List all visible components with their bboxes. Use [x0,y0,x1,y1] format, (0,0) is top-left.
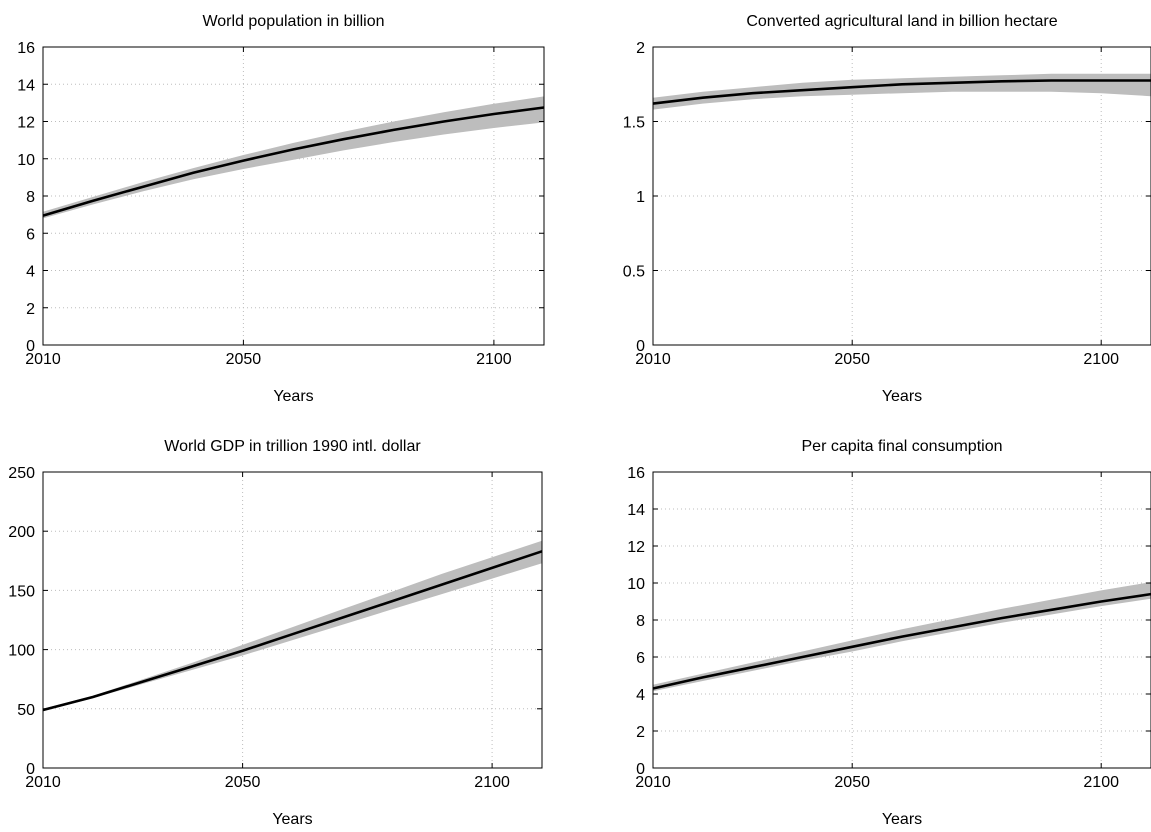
y-tick-label: 0.5 [623,264,645,281]
x-tick-label: 2010 [25,351,61,368]
y-tick-label: 2 [26,301,35,318]
median-line [652,592,1151,690]
uncertainty-band [43,96,544,219]
y-tick-label: 50 [17,702,35,719]
chart-title: World population in billion [202,13,384,30]
panel-land: Converted agricultural land in billion h… [623,13,1151,405]
y-tick-label: 16 [627,465,645,482]
y-tick-label: 14 [17,77,35,94]
x-tick-label: 2100 [476,351,512,368]
y-tick-label: 150 [8,583,35,600]
median-line [42,550,543,712]
y-tick-label: 0 [26,761,35,778]
chart-title: World GDP in trillion 1990 intl. dollar [164,438,421,455]
y-tick-label: 12 [17,115,35,132]
x-axis-label: Years [882,811,922,828]
y-tick-label: 2 [636,724,645,741]
y-tick-label: 250 [8,465,35,482]
y-tick-label: 8 [636,613,645,630]
y-tick-label: 10 [627,576,645,593]
median-line [42,106,545,217]
median-line [652,79,1151,105]
y-tick-label: 2 [636,40,645,57]
x-tick-label: 2050 [225,774,261,791]
y-tick-label: 100 [8,643,35,660]
x-tick-label: 2010 [635,351,671,368]
y-tick-label: 0 [636,761,645,778]
y-tick-label: 10 [17,152,35,169]
x-tick-label: 2050 [226,351,262,368]
x-axis-label: Years [882,388,922,405]
x-tick-label: 2010 [25,774,61,791]
x-tick-label: 2010 [635,774,671,791]
x-tick-label: 2050 [834,351,870,368]
y-tick-label: 12 [627,539,645,556]
y-tick-label: 14 [627,502,645,519]
y-tick-label: 1.5 [623,115,645,132]
y-tick-label: 4 [636,687,645,704]
y-tick-label: 0 [26,338,35,355]
panel-gdp: World GDP in trillion 1990 intl. dollar 0… [8,438,543,828]
panel-consumption: Per capita final consumption 0 2 4 6 8 10 12 14 1… [627,438,1151,828]
x-tick-label: 2050 [834,774,870,791]
y-tick-label: 8 [26,189,35,206]
x-tick-label: 2100 [1083,774,1119,791]
y-tick-label: 16 [17,40,35,57]
chart-title: Per capita final consumption [802,438,1003,455]
uncertainty-band [43,540,542,712]
uncertainty-band [653,73,1151,110]
y-tick-label: 4 [26,264,35,281]
y-tick-label: 0 [636,338,645,355]
x-axis-label: Years [273,388,313,405]
x-axis-label: Years [272,811,312,828]
plot-frame [42,471,543,769]
panels: World population in billion0246810121416… [8,13,1151,828]
panel-population: World population in billion 0 2 4 6 8 10 12 14 16… [17,13,545,405]
x-tick-label: 2100 [1083,351,1119,368]
y-tick-label: 6 [636,650,645,667]
y-tick-label: 1 [636,189,645,206]
y-tick-label: 6 [26,226,35,243]
chart-title: Converted agricultural land in billion h… [746,13,1057,30]
y-tick-label: 200 [8,524,35,541]
x-tick-label: 2100 [474,774,510,791]
